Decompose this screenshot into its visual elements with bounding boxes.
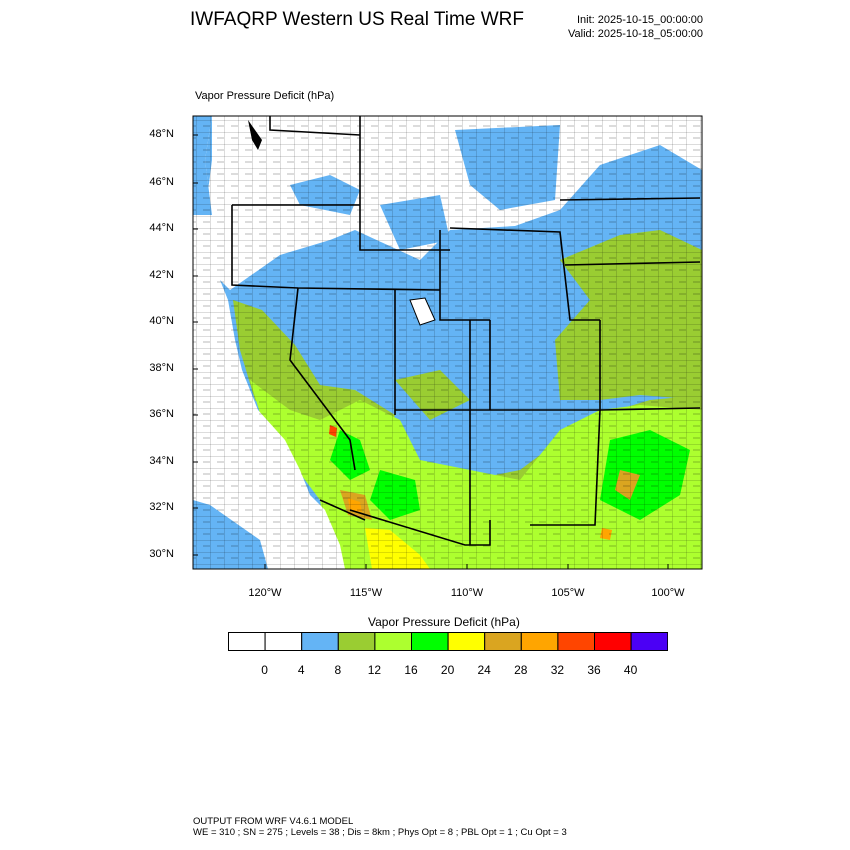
map-field	[193, 116, 702, 569]
lat-label-44: 44°N	[149, 222, 174, 234]
lat-label-38: 38°N	[149, 362, 174, 374]
colorbar-tick-label: 0	[261, 663, 268, 677]
lon-label-115: 115°W	[349, 587, 383, 599]
colorbar-box	[264, 632, 303, 651]
run-times: Init: 2025-10-15_00:00:00 Valid: 2025-10…	[568, 13, 703, 41]
lon-label-105: 105°W	[551, 587, 585, 599]
colorbar-tick-label: 4	[297, 663, 305, 677]
colorbar-box	[557, 632, 595, 651]
colorbar-tick-label: 32	[550, 663, 565, 677]
init-time: Init: 2025-10-15_00:00:00	[577, 14, 703, 26]
lon-label-120: 120°W	[248, 587, 282, 599]
colorbar-tick-label: 36	[587, 663, 601, 677]
map-frame	[192, 115, 703, 570]
footer-line-2: WE = 310 ; SN = 275 ; Levels = 38 ; Dis …	[193, 827, 567, 838]
lat-label-48: 48°N	[149, 128, 174, 140]
lat-label-42: 42°N	[149, 269, 174, 281]
colorbar-title: Vapor Pressure Deficit (hPa)	[368, 615, 520, 629]
figure-title: IWFAQRP Western US Real Time WRF	[190, 9, 524, 30]
colorbar-box	[520, 632, 559, 651]
colorbar-tick-label: 24	[477, 663, 491, 677]
model-footer: OUTPUT FROM WRF V4.6.1 MODEL WE = 310 ; …	[193, 816, 567, 838]
colorbar-box	[594, 632, 632, 651]
colorbar-tick-label: 16	[404, 663, 418, 677]
axis-ticks	[193, 134, 669, 569]
lat-label-46: 46°N	[149, 176, 174, 188]
lat-label-34: 34°N	[149, 455, 174, 467]
colorbar-box	[484, 632, 522, 651]
colorbar-box	[447, 632, 486, 651]
lat-label-32: 32°N	[149, 501, 174, 513]
lat-label-36: 36°N	[149, 408, 174, 420]
valid-time: Valid: 2025-10-18_05:00:00	[568, 28, 703, 40]
colorbar-box	[337, 632, 376, 651]
colorbar-box	[228, 632, 266, 651]
footer-line-1: OUTPUT FROM WRF V4.6.1 MODEL	[193, 816, 354, 827]
state-borders	[231, 116, 701, 546]
colorbar	[228, 632, 668, 651]
colorbar-box	[301, 632, 339, 651]
map-subtitle: Vapor Pressure Deficit (hPa)	[195, 90, 335, 102]
colorbar-box	[374, 632, 412, 651]
colorbar-box	[411, 632, 449, 651]
colorbar-tick-label: 12	[367, 663, 382, 677]
colorbar-tick-label: 28	[514, 663, 528, 677]
colorbar-tick-label: 40	[623, 663, 638, 677]
lon-label-100: 100°W	[651, 587, 685, 599]
lat-label-40: 40°N	[149, 315, 174, 327]
lat-label-30: 30°N	[149, 548, 174, 560]
colorbar-box	[630, 632, 668, 651]
colorbar-tick-label: 20	[440, 663, 455, 677]
lon-label-110: 110°W	[450, 587, 484, 599]
colorbar-tick-label: 8	[334, 663, 342, 677]
